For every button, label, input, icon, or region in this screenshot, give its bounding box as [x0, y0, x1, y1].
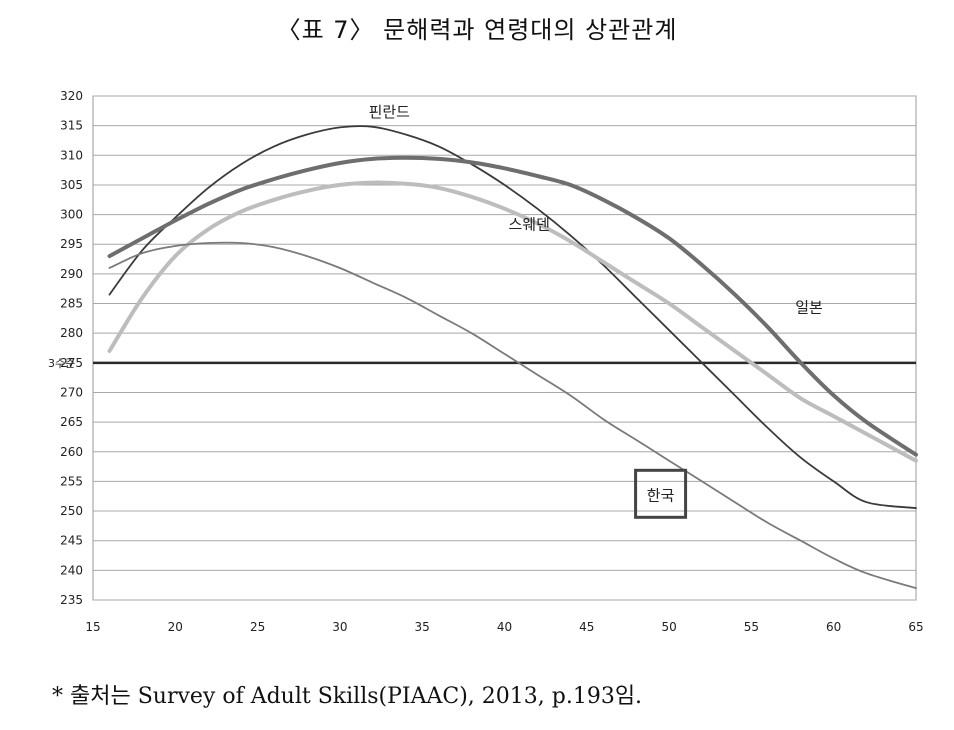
x-tick-label: 25: [250, 620, 265, 634]
y-tick-label: 235: [60, 593, 83, 607]
reference-line: 3수준: [48, 357, 916, 370]
y-tick-label: 240: [60, 563, 83, 577]
y-tick-label: 245: [60, 534, 83, 548]
series-line-1: [107, 155, 918, 457]
x-tick-label: 15: [85, 620, 100, 634]
x-tick-label: 60: [826, 620, 841, 634]
y-tick-label: 290: [60, 267, 83, 281]
x-tick-label: 45: [579, 620, 594, 634]
y-tick-label: 295: [60, 237, 83, 251]
y-tick-label: 265: [60, 415, 83, 429]
series-label: 한국: [647, 486, 675, 504]
y-tick-label: 310: [60, 148, 83, 162]
y-tick-label: 270: [60, 385, 83, 399]
x-tick-label: 55: [744, 620, 759, 634]
y-tick-label: 320: [60, 89, 83, 103]
y-tick-label: 315: [60, 119, 83, 133]
chart-title: 〈표 7〉 문해력과 연령대의 상관관계: [276, 16, 678, 44]
series-label: 스웨덴: [508, 215, 549, 233]
y-tick-label: 305: [60, 178, 83, 192]
series-label: 핀란드: [369, 103, 411, 121]
y-tick-label: 255: [60, 474, 83, 488]
x-tick-label: 50: [661, 620, 676, 634]
y-tick-label: 285: [60, 297, 83, 311]
y-tick-label: 250: [60, 504, 83, 518]
plot-area: [92, 95, 917, 601]
y-tick-label: 275: [60, 356, 83, 370]
reference-line-label: 3수준: [48, 357, 75, 370]
x-tick-label: 20: [168, 620, 183, 634]
y-tick-label: 260: [60, 445, 83, 459]
x-tick-label: 35: [415, 620, 430, 634]
x-tick-label: 40: [497, 620, 512, 634]
series-lines: [107, 125, 918, 589]
line-chart: 320 315 310 305 300 295 290 285 280 275 270 265 260 2…: [48, 89, 924, 634]
series-line-3: [108, 241, 917, 589]
source-note: * 출처는 Survey of Adult Skills(PIAAC), 201…: [52, 684, 643, 709]
x-axis-ticks: 15 20 25 30 35 40 45 50 55 60 65: [85, 620, 923, 634]
y-tick-label: 280: [60, 326, 83, 340]
series-line-0: [108, 125, 917, 509]
x-tick-label: 65: [908, 620, 923, 634]
korea-label-box: [634, 468, 688, 519]
series-label: 일본: [795, 298, 823, 316]
series-line-2: [107, 180, 918, 463]
y-tick-label: 300: [60, 208, 83, 222]
y-axis-ticks: 320 315 310 305 300 295 290 285 280 275 270 265 260 2…: [60, 89, 83, 607]
x-tick-label: 30: [332, 620, 347, 634]
